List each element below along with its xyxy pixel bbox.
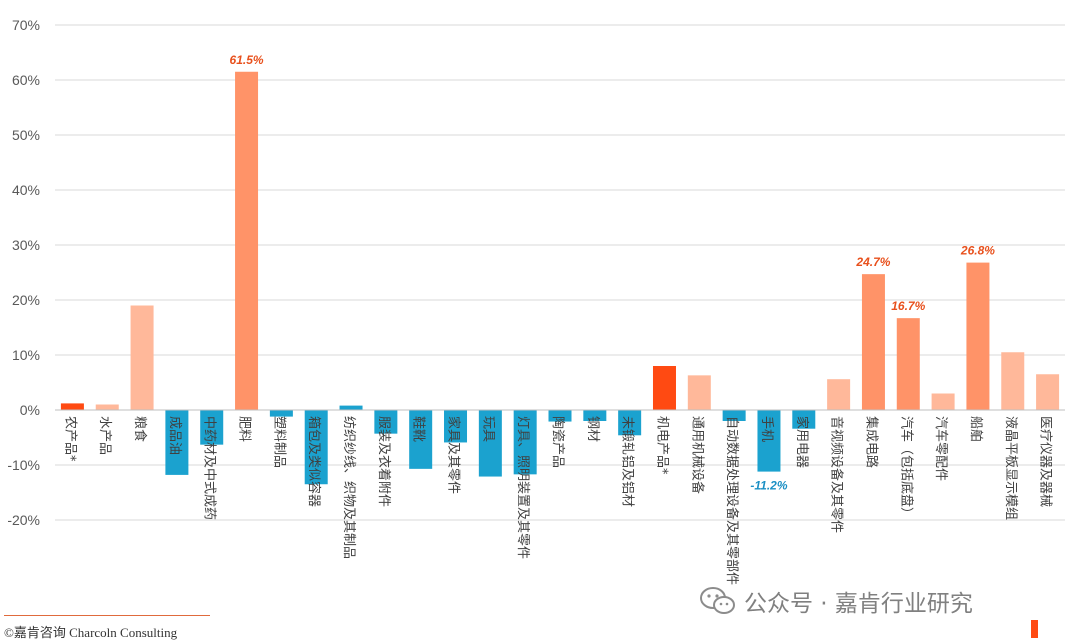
watermark-text: 公众号 · 嘉肯行业研究 [744, 591, 973, 617]
wechat-icon [700, 587, 735, 614]
bar [722, 410, 746, 421]
bar [618, 410, 642, 436]
category-labels: 农产品* 水产品 粮食 成品油 中药材及中式成药 肥料 塑料制品 箱包及类似容器 纺织纱线、织物… [62, 416, 1052, 585]
y-tick-label: 70% [12, 17, 40, 33]
bar [687, 375, 711, 410]
footer-credit: ©嘉肯咨询 Charcoln Consulting [4, 625, 178, 640]
bar [95, 404, 119, 410]
category-label: 液晶平板显示模组 [1003, 416, 1018, 520]
category-label: 塑料制品 [271, 416, 286, 468]
bar [827, 379, 851, 410]
y-tick-label: 0% [20, 402, 40, 418]
category-label: 机电产品* [654, 416, 669, 475]
category-label: 钢材 [585, 416, 600, 442]
category-label: 船舶 [968, 416, 984, 442]
bar [130, 305, 154, 410]
category-label: 服装及衣着附件 [376, 416, 392, 507]
category-label: 音视频设备及其零件 [829, 416, 845, 533]
data-label: -11.2% [750, 479, 787, 493]
gridlines [55, 24, 1065, 521]
data-label: 26.8% [960, 244, 995, 258]
bar [304, 410, 328, 485]
category-label: 未锻轧铝及铝材 [620, 416, 635, 507]
bar [757, 410, 781, 472]
bar [478, 410, 502, 477]
category-label: 鞋靴 [411, 416, 427, 442]
bar [444, 410, 468, 443]
y-tick-label: 30% [12, 237, 40, 253]
bar [1036, 374, 1060, 410]
y-axis-tick-labels: -20% -10% 0% 10% 20% 30% 40% 50% 60% 70% [7, 17, 40, 528]
y-tick-label: 10% [12, 347, 40, 363]
bar [652, 366, 676, 410]
bars [60, 71, 1060, 485]
bar [235, 71, 259, 410]
category-label: 箱包及类似容器 [306, 416, 322, 507]
bar [966, 262, 990, 410]
category-label: 陶瓷产品 [550, 416, 566, 468]
watermark: 公众号 · 嘉肯行业研究 [700, 583, 973, 619]
y-tick-label: 50% [12, 127, 40, 143]
bar [165, 410, 189, 475]
data-labels: 61.5% -11.2% 24.7% 16.7% 26.8% [230, 53, 996, 493]
bar [409, 410, 433, 469]
corner-mark [1031, 620, 1038, 638]
data-label: 61.5% [230, 53, 264, 67]
footer-divider [4, 615, 210, 616]
y-tick-label: -10% [7, 457, 40, 473]
data-label: 16.7% [891, 299, 925, 313]
category-label: 医疗仪器及器械 [1038, 416, 1053, 507]
y-tick-label: 40% [12, 182, 40, 198]
bar [861, 274, 885, 410]
category-label: 家用电器 [794, 416, 810, 468]
category-label: 水产品 [97, 416, 112, 455]
bar [1001, 352, 1025, 410]
y-tick-label: 20% [12, 292, 40, 308]
category-label: 家具及其零件 [446, 416, 462, 494]
category-label: 灯具、照明装置及其零件 [515, 416, 530, 559]
category-label: 纺织纱线、织物及其制品 [341, 416, 356, 559]
y-tick-label: 60% [12, 72, 40, 88]
category-label: 玩具 [480, 416, 495, 442]
category-label: 手机 [759, 416, 774, 442]
bar [200, 410, 224, 445]
bar [60, 403, 84, 410]
bar [269, 410, 293, 417]
category-label: 汽车（包括底盘） [898, 416, 914, 520]
category-label: 粮食 [132, 416, 148, 442]
category-label: 中药材及中式成药 [202, 416, 217, 520]
category-label: 集成电路 [863, 416, 879, 468]
category-label: 肥料 [237, 416, 252, 442]
bar [896, 318, 920, 410]
bar [339, 405, 363, 410]
bar [548, 410, 572, 422]
bar [513, 410, 537, 475]
category-label: 通用机械设备 [689, 416, 705, 494]
category-label: 农产品* [62, 416, 77, 462]
category-label: 成品油 [167, 416, 182, 455]
data-label: 24.7% [855, 255, 890, 269]
category-label: 汽车零配件 [933, 416, 949, 481]
y-tick-label: -20% [7, 512, 40, 528]
bar [374, 410, 398, 434]
bar [583, 410, 607, 421]
category-label: 自动数据处理设备及其零部件 [724, 416, 740, 585]
bar [931, 393, 955, 410]
bar [792, 410, 816, 429]
